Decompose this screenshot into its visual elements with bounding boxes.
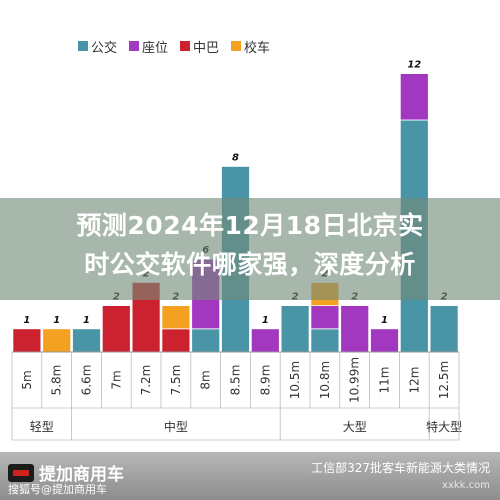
legend-item-minibus: 中巴 — [180, 37, 219, 56]
bar-total-label: 1 — [83, 315, 90, 326]
bar-total-label: 8 — [232, 152, 239, 163]
bar-total-label: 1 — [262, 315, 269, 326]
legend-label-minibus: 中巴 — [193, 40, 220, 56]
bar-segment — [310, 328, 340, 353]
bar-segment — [191, 328, 221, 353]
x-tick-label: 5.8m — [50, 365, 64, 396]
x-tick-label: 7.2m — [139, 365, 153, 396]
legend-item-bus: 公交 — [78, 37, 117, 56]
bar-segment — [280, 305, 310, 353]
x-tick-label: 10.99m — [348, 357, 362, 403]
group-label: 大型 — [343, 420, 367, 434]
x-tick-label: 7.5m — [169, 365, 183, 396]
legend-label-bus: 公交 — [91, 40, 118, 56]
brand-name: 提加商用车 — [39, 465, 124, 485]
legend-label-schoolbus: 校车 — [244, 40, 271, 56]
chart-area: 11122268122211225m5.8m6.6m7m7.2m7.5m8m8.… — [11, 60, 462, 441]
legend-swatch-seat — [129, 41, 140, 51]
bar-segment — [310, 305, 340, 330]
x-tick-label: 8m — [199, 370, 213, 389]
bar-segment — [42, 328, 72, 353]
bar-segment — [72, 328, 101, 353]
truck-logo-icon — [8, 463, 34, 482]
group-label: 特大型 — [426, 419, 462, 434]
x-tick-label: 10.5m — [288, 361, 302, 399]
bar-segment — [340, 305, 370, 353]
bar-segment — [161, 305, 191, 330]
overlay-title: 预测2024年12月18日北京实 时公交软件哪家强，深度分析 — [0, 206, 500, 284]
bar-total-label: 1 — [23, 315, 30, 326]
bar-total-label: 1 — [381, 315, 388, 326]
source-url: xxkk.com — [442, 480, 490, 491]
legend-item-schoolbus: 校车 — [231, 37, 270, 56]
source-caption: 工信部327批客车新能源大类情况 — [311, 461, 490, 475]
x-tick-label: 7m — [109, 370, 123, 389]
bar-segment — [161, 328, 191, 353]
x-tick-label: 6.6m — [80, 365, 94, 396]
bar-segment — [370, 328, 399, 353]
bar-segment — [101, 305, 131, 353]
x-tick-label: 8.5m — [229, 365, 243, 396]
overlay-title-line-2: 时公交软件哪家强，深度分析 — [84, 250, 416, 279]
brand-subtext: 搜狐号@提加商用车 — [8, 483, 107, 496]
x-tick-label: 10.8m — [318, 361, 332, 399]
x-tick-label: 8.9m — [258, 365, 272, 396]
legend-swatch-bus — [78, 41, 88, 51]
x-tick-label: 12m — [407, 367, 421, 394]
bar-segment — [429, 305, 459, 353]
bar-total-label: 1 — [53, 315, 60, 326]
bar-segment — [12, 328, 42, 353]
footer-watermark-bar — [0, 452, 500, 500]
x-tick-label: 5m — [20, 370, 34, 389]
brand-watermark: 提加商用车 — [8, 460, 124, 485]
group-label: 中型 — [164, 419, 188, 434]
x-tick-label: 11m — [378, 367, 392, 394]
legend: 公交 座位 中巴 校车 — [78, 37, 270, 56]
legend-swatch-schoolbus — [231, 41, 242, 51]
legend-label-seat: 座位 — [142, 40, 169, 56]
bar-total-label: 12 — [407, 60, 421, 71]
overlay-title-line-1: 预测2024年12月18日北京实 — [76, 211, 424, 240]
legend-item-seat: 座位 — [129, 37, 168, 56]
title-overlay-band — [0, 198, 500, 300]
x-tick-label: 12.5m — [437, 361, 451, 399]
bar-segment — [399, 73, 429, 121]
bar-segment — [250, 328, 280, 353]
legend-swatch-minibus — [180, 41, 191, 51]
group-label: 轻型 — [30, 420, 54, 434]
